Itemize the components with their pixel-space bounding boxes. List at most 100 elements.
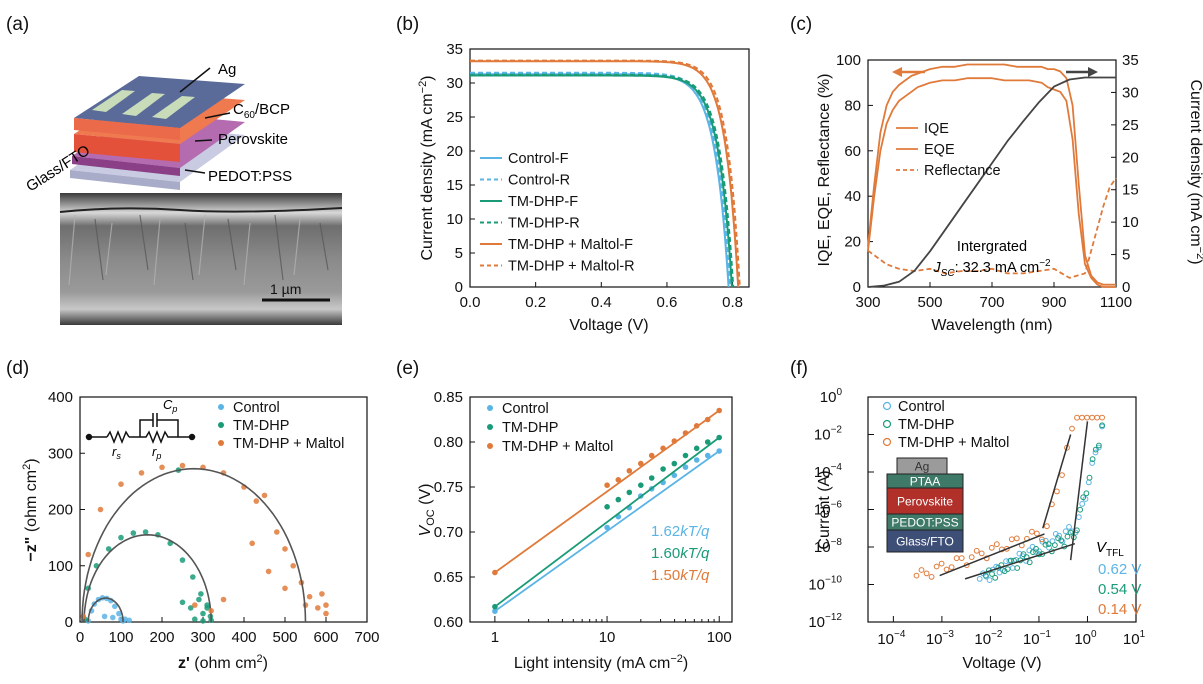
fit-line <box>1069 421 1089 561</box>
grain-boundary <box>184 222 194 281</box>
legend-marker <box>218 422 224 428</box>
data-point <box>1039 536 1045 543</box>
legend-label: TM-DHP + Maltol <box>898 435 1009 451</box>
eqe-chart: 300 500 700 900 1100020406080100051015202530… <box>816 52 1203 334</box>
legend-label: EQE <box>924 142 955 158</box>
axis-ticks: 0 100 200 300 400 500 600 700 0 100 200 300 400 <box>48 389 380 646</box>
c60-label: C60/BCP <box>233 101 290 121</box>
data-point <box>179 599 186 606</box>
legend-label: TM-DHP + Maltol <box>233 436 344 452</box>
x-tick-label: 100 <box>108 629 133 646</box>
grain-boundary <box>198 214 206 276</box>
fit-line <box>964 542 1076 580</box>
legend-marker <box>218 440 224 446</box>
x-tick-label: 700 <box>354 629 379 646</box>
data-point <box>130 530 137 536</box>
data-point <box>1099 414 1105 421</box>
ideality-labels: 1.62kT/q 1.60kT/q 1.50kT/q <box>651 523 710 584</box>
integrated-jsc-value: JSC: 32.3 mA cm−2 <box>932 258 1051 279</box>
y-tick-label: 0.75 <box>434 479 463 496</box>
data-point <box>85 551 91 558</box>
iv-points <box>913 414 1105 583</box>
data-point <box>1033 545 1039 552</box>
plot-frame <box>469 396 733 623</box>
data-point <box>126 617 132 624</box>
x-tick-label: 10−1 <box>1023 629 1052 648</box>
eqe-curve <box>867 63 1116 286</box>
data-point <box>1086 474 1093 481</box>
data-point <box>648 475 655 481</box>
y-tick-label: 20 <box>844 234 861 251</box>
data-point <box>1083 490 1090 497</box>
data-point <box>682 452 689 459</box>
data-point <box>261 492 268 499</box>
legend: Control TM-DHP TM-DHP + Maltol <box>487 401 613 455</box>
inset-layer-label: Perovskite <box>897 495 953 509</box>
jv-curve <box>470 59 741 288</box>
grain-boundary <box>105 222 113 276</box>
grain-boundary <box>94 218 104 281</box>
x-tick-label: 10 <box>599 629 616 646</box>
y-tick-label-right: 15 <box>1122 182 1139 199</box>
y-tick-label-right: 25 <box>1122 117 1139 134</box>
legend-label: Control <box>233 400 280 416</box>
c60-side <box>74 118 180 140</box>
x-tick-label: 700 <box>979 294 1004 311</box>
data-point <box>249 540 255 547</box>
data-point <box>1059 472 1065 479</box>
data-point <box>265 568 272 575</box>
pedot-label: PEDOT:PSS <box>208 168 292 185</box>
y-tick-label: 200 <box>48 502 73 519</box>
x-tick-label: 1 <box>491 629 499 646</box>
y-tick-label: 100 <box>48 558 73 575</box>
y-tick-label: 10−2 <box>814 425 843 444</box>
data-point <box>704 439 711 445</box>
data-point <box>101 613 108 620</box>
equivalent-circuit <box>85 413 196 445</box>
data-point <box>1014 565 1021 571</box>
y-tick-label: 40 <box>844 188 861 205</box>
data-point <box>1008 557 1014 564</box>
grain-boundary <box>243 222 251 286</box>
data-point <box>1008 536 1015 543</box>
y-tick-label: 0.70 <box>434 524 463 541</box>
data-point <box>928 574 935 580</box>
data-point <box>200 618 206 624</box>
vtfl-value: 0.14 V <box>1098 601 1141 618</box>
data-point <box>1044 523 1050 530</box>
x-tick-label: 10−3 <box>926 629 955 648</box>
legend-label: TM-DHP-F <box>508 194 578 210</box>
y-tick-label: 15 <box>446 177 463 194</box>
data-point <box>986 577 993 583</box>
plot-frame <box>469 48 750 288</box>
data-point <box>116 610 122 617</box>
vtfl-value: 0.62 V <box>1098 561 1141 578</box>
panel-label-e: (e) <box>396 358 419 379</box>
y-tick-label: 0 <box>455 279 463 296</box>
y-tick-label-right: 10 <box>1122 214 1139 231</box>
x-axis-label: Light intensity (mA cm−2) <box>514 653 688 672</box>
x-tick-label: 0.8 <box>722 294 743 311</box>
x-tick-label: 600 <box>313 629 338 646</box>
data-point <box>179 557 186 563</box>
x-tick-label: 500 <box>917 294 942 311</box>
fit-line <box>1042 434 1072 529</box>
interface-line <box>59 207 343 213</box>
data-point <box>1076 514 1082 520</box>
data-point <box>187 605 194 611</box>
data-point <box>208 608 214 614</box>
legend-label: Control <box>502 401 549 417</box>
right-axis-arrowhead <box>1088 67 1098 77</box>
y-tick-label: 0.65 <box>434 569 463 586</box>
data-point <box>282 585 288 592</box>
data-point <box>660 466 666 472</box>
axis-ticks: 1 10 100 0.60 0.65 0.70 0.75 0.80 0.85 <box>434 389 732 646</box>
legend-label: TM-DHP + Maltol-R <box>508 259 635 275</box>
data-point <box>110 614 116 621</box>
fit-curve <box>81 467 307 623</box>
data-point <box>615 477 622 483</box>
jv-curves <box>470 59 741 288</box>
integrated-label: Intergrated <box>957 239 1027 255</box>
data-point <box>682 464 689 471</box>
